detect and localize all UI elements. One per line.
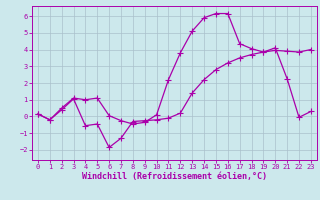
X-axis label: Windchill (Refroidissement éolien,°C): Windchill (Refroidissement éolien,°C) bbox=[82, 172, 267, 181]
